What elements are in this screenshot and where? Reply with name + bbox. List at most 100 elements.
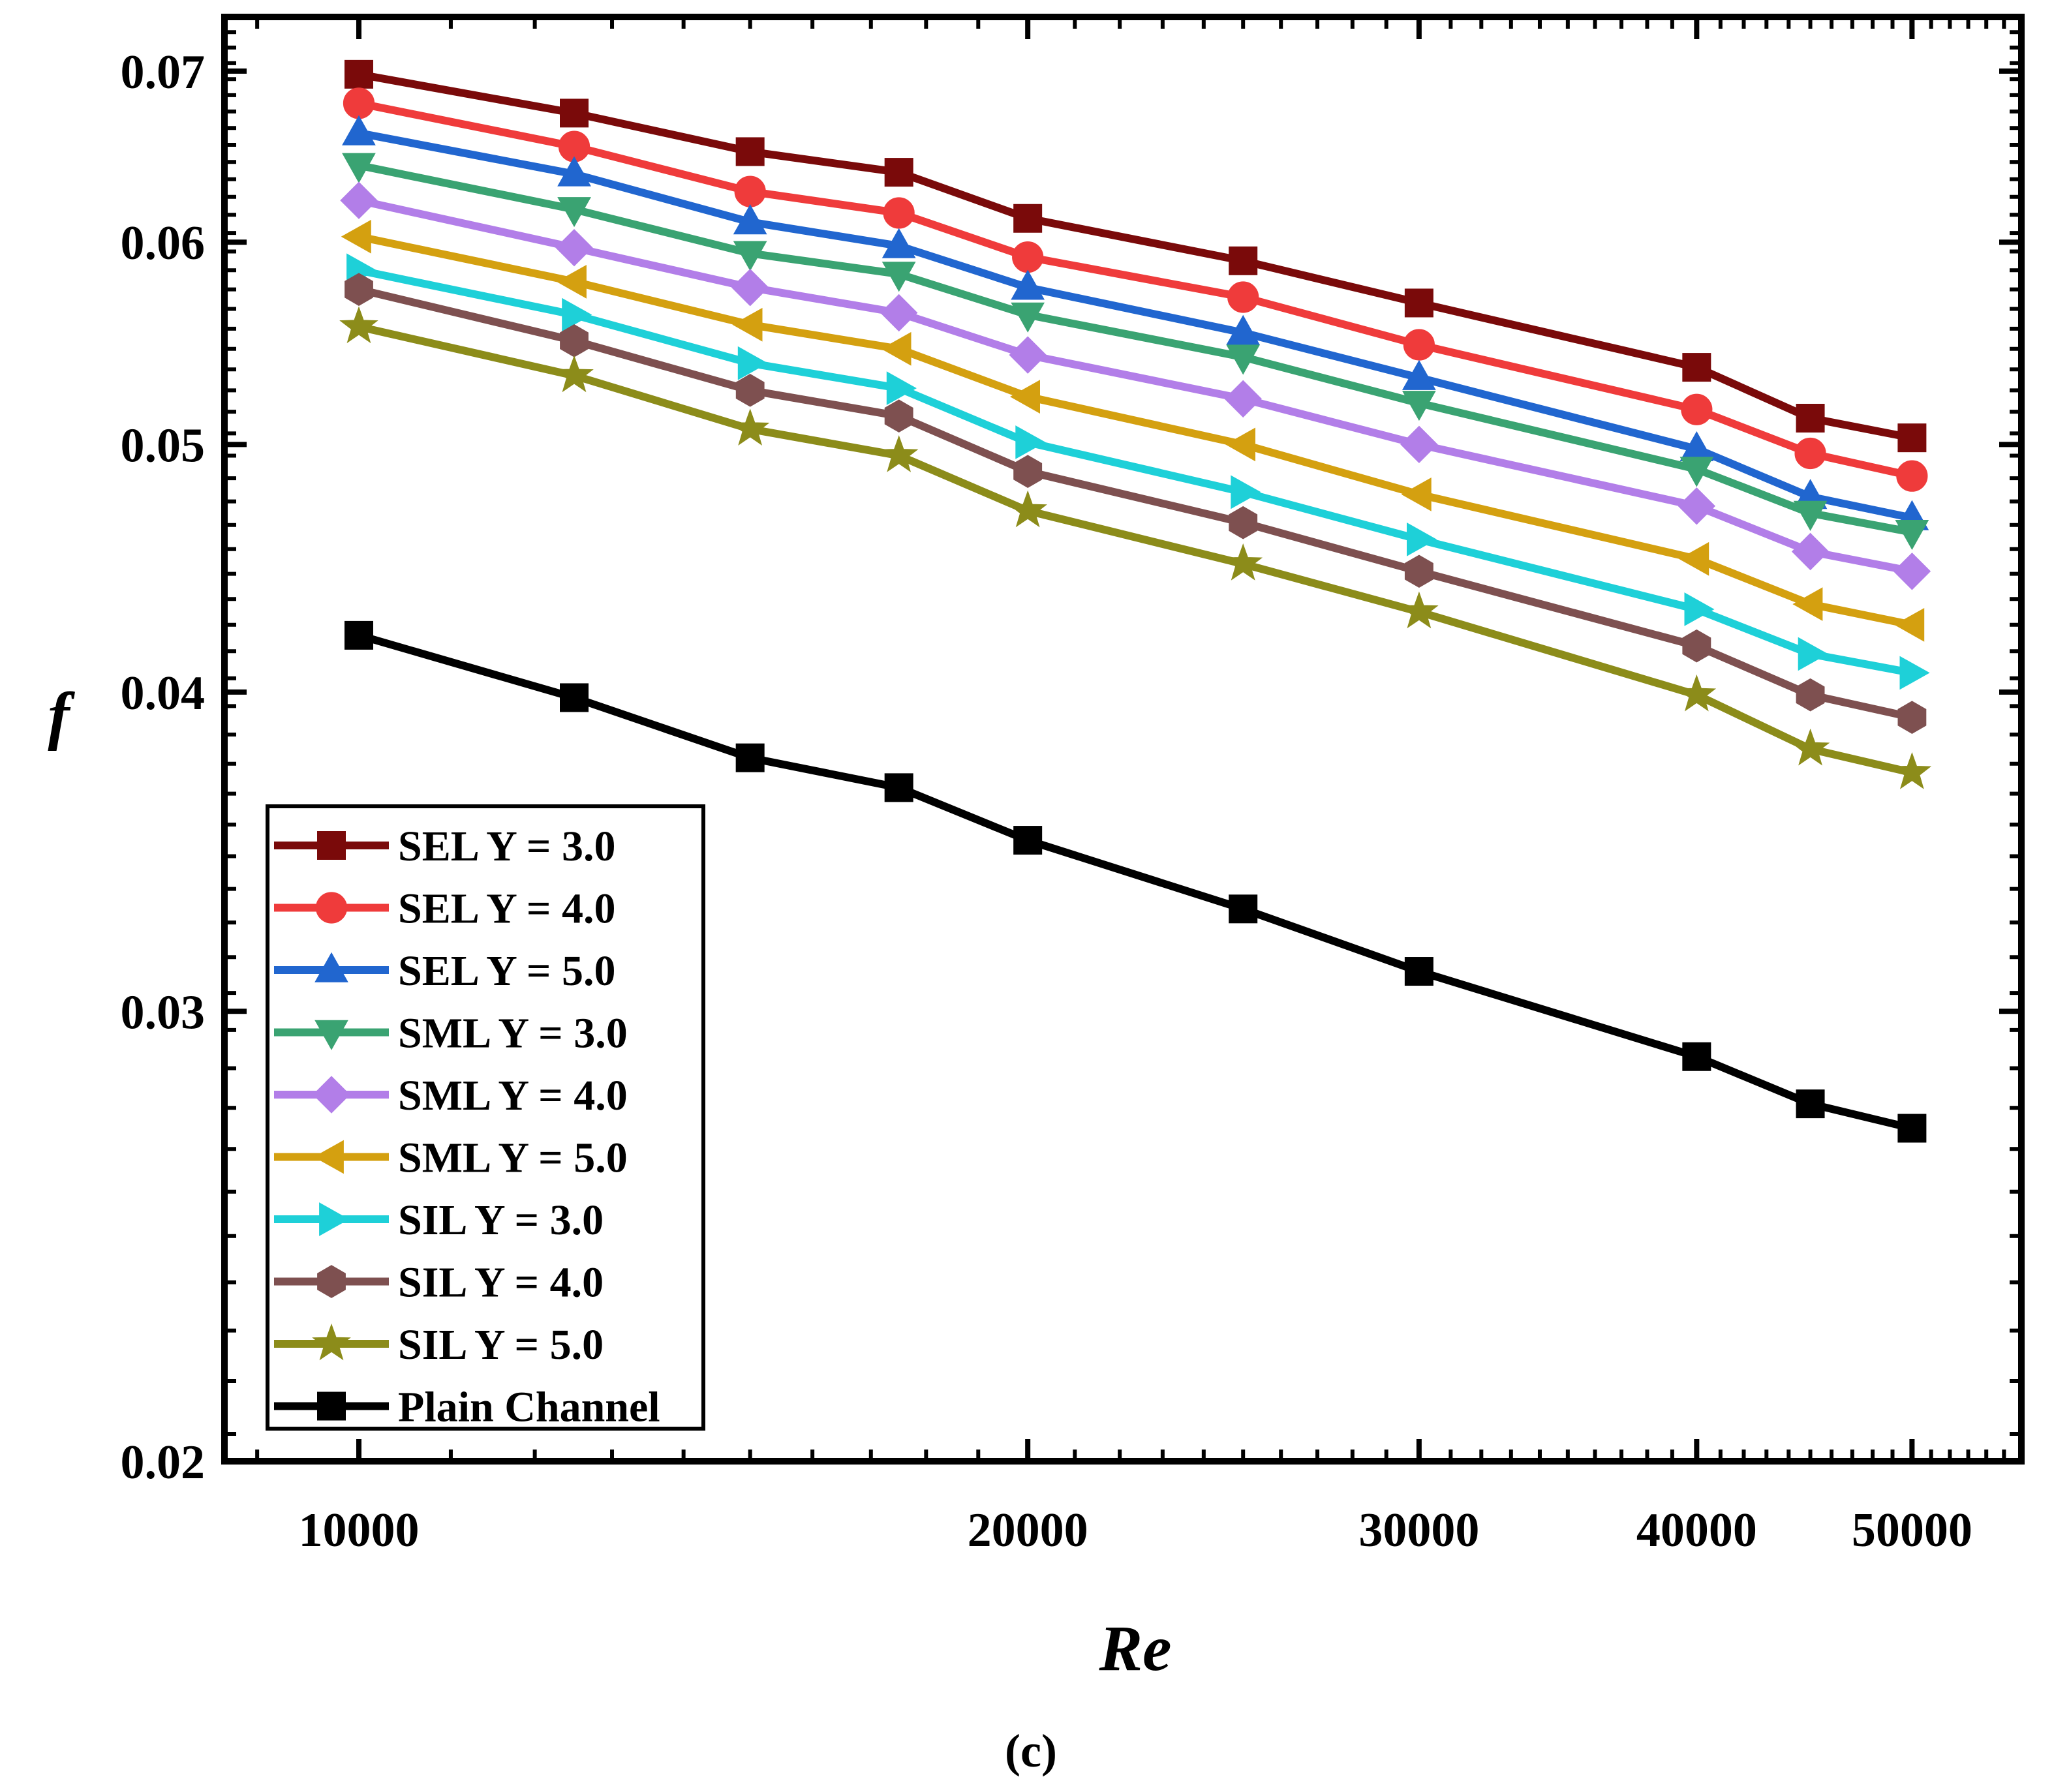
data-point <box>1679 541 1709 576</box>
series-sml-y-5-0 <box>341 219 1925 642</box>
legend-entry: SML Y = 5.0 <box>274 1134 628 1182</box>
y-tick-label: 0.06 <box>121 217 206 270</box>
y-tick-label: 0.05 <box>121 419 206 472</box>
data-point <box>881 228 916 258</box>
data-point <box>735 137 765 166</box>
data-point <box>1682 1042 1711 1071</box>
data-point <box>1895 520 1929 551</box>
data-point <box>557 197 591 228</box>
data-point <box>1229 246 1258 275</box>
data-point <box>1225 427 1255 462</box>
data-point <box>1404 288 1433 318</box>
data-point <box>344 59 373 89</box>
data-point <box>342 115 376 145</box>
series-line <box>358 196 1913 575</box>
data-point <box>735 743 765 772</box>
data-point <box>733 241 767 271</box>
legend-entry: SML Y = 3.0 <box>274 1010 628 1057</box>
legend-entry: SML Y = 4.0 <box>274 1072 628 1119</box>
series-line <box>358 161 1913 536</box>
series-plain-channel <box>344 620 1927 1143</box>
data-point <box>1400 425 1438 464</box>
series-line <box>358 631 1913 1132</box>
data-point <box>732 307 763 342</box>
legend-label: SEL Y = 4.0 <box>398 885 615 933</box>
legend-label: SEL Y = 5.0 <box>398 947 615 995</box>
data-point <box>1407 522 1437 556</box>
data-point <box>1013 204 1043 233</box>
legend-label: SML Y = 4.0 <box>398 1072 628 1119</box>
data-point <box>1796 404 1825 433</box>
data-point <box>557 156 591 187</box>
series-sel-y-4-0 <box>343 87 1928 492</box>
data-point <box>879 435 919 472</box>
data-point <box>1012 241 1044 273</box>
data-point <box>555 355 594 393</box>
x-tick-labels: 10000 20000 30000 40000 50000 <box>298 1504 1972 1557</box>
figure-caption: (c) <box>1005 1725 1057 1777</box>
data-point <box>1402 391 1436 421</box>
series-line <box>358 99 1913 480</box>
data-point <box>1229 506 1258 539</box>
series-sil-y-4-0 <box>345 273 1927 734</box>
legend-label: SIL Y = 4.0 <box>398 1259 604 1307</box>
data-point <box>735 374 765 407</box>
data-point <box>1894 607 1925 642</box>
data-point <box>1794 437 1826 470</box>
data-point <box>1682 353 1711 382</box>
series-sel-y-3-0 <box>344 59 1927 453</box>
legend-entry: SIL Y = 3.0 <box>274 1196 604 1244</box>
data-point <box>556 264 587 299</box>
y-tick-label: 0.04 <box>121 667 206 720</box>
data-point <box>1897 701 1927 734</box>
y-axis-title: f <box>48 679 75 752</box>
data-point <box>1015 425 1046 459</box>
data-point <box>1897 423 1927 453</box>
data-point <box>884 399 913 433</box>
legend-entry: SEL Y = 4.0 <box>274 885 615 933</box>
data-point <box>730 408 770 446</box>
legend-marker <box>314 1020 348 1050</box>
x-tick-label: 10000 <box>298 1504 419 1557</box>
y-tick-labels: 0.02 0.03 0.04 0.05 0.06 0.07 <box>121 46 206 1489</box>
data-point <box>339 306 378 344</box>
data-point <box>1798 637 1828 671</box>
data-point <box>1897 1114 1927 1143</box>
x-tick-label: 50000 <box>1852 1504 1972 1557</box>
data-point <box>1684 592 1715 626</box>
data-point <box>341 219 371 254</box>
data-point <box>1231 475 1261 509</box>
series-sil-y-5-0 <box>339 306 1932 789</box>
data-point <box>1011 269 1045 300</box>
data-point <box>560 683 589 712</box>
data-point <box>343 87 375 119</box>
data-point <box>884 158 913 187</box>
legend-label: SIL Y = 3.0 <box>398 1196 604 1244</box>
data-point <box>1791 532 1830 571</box>
series-line <box>358 70 1913 442</box>
data-point <box>345 273 373 306</box>
data-point <box>1682 629 1711 663</box>
x-tick-label: 30000 <box>1358 1504 1479 1557</box>
legend-marker <box>314 952 348 982</box>
legend-label: SIL Y = 5.0 <box>398 1321 604 1369</box>
legend-marker <box>317 831 346 860</box>
y-tick-label: 0.02 <box>121 1436 206 1489</box>
data-point <box>1009 380 1040 414</box>
data-point <box>1681 393 1713 425</box>
data-point <box>555 228 593 267</box>
data-point <box>342 153 376 183</box>
data-point <box>733 204 767 235</box>
legend-label: SEL Y = 3.0 <box>398 823 615 870</box>
data-point <box>1899 656 1930 690</box>
data-point <box>1404 957 1433 986</box>
legend-entry: Plain Channel <box>274 1384 660 1431</box>
data-point <box>1792 587 1823 621</box>
axis-ticks <box>224 17 2021 1464</box>
data-point <box>1229 894 1258 924</box>
x-tick-label: 20000 <box>968 1504 1088 1557</box>
data-point <box>344 620 373 650</box>
data-point <box>884 773 913 802</box>
y-tick-label: 0.03 <box>121 986 206 1039</box>
